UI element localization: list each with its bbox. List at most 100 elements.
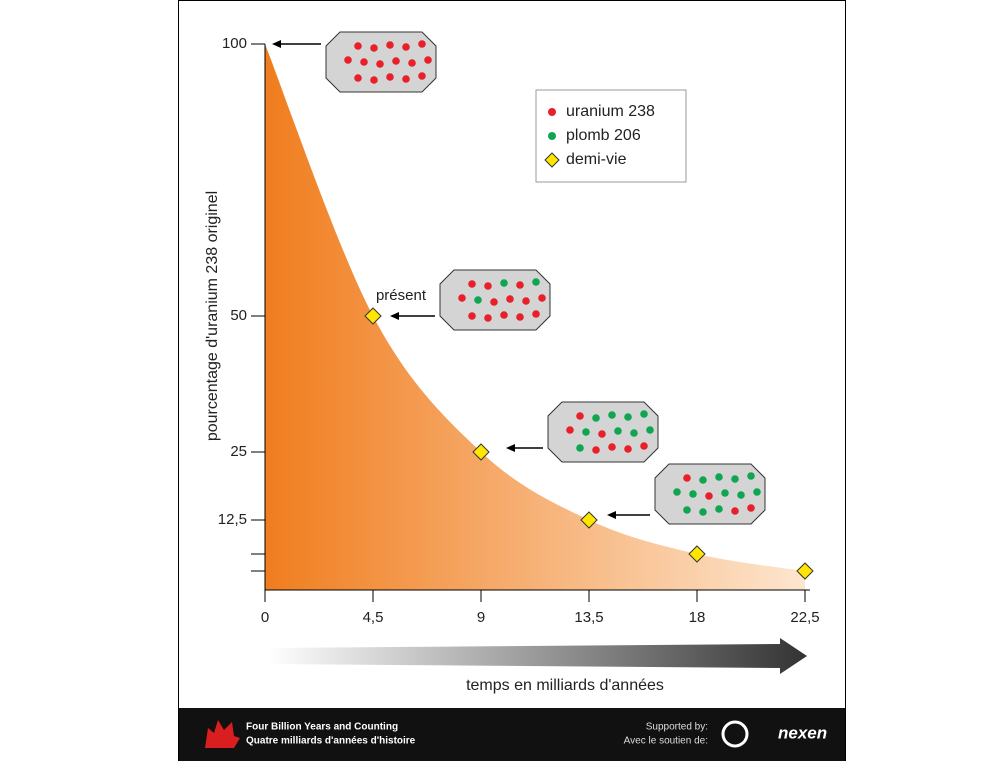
x-tick-label: 9 (477, 609, 485, 626)
atom (532, 310, 540, 318)
atom (705, 492, 713, 500)
atom (747, 472, 755, 480)
y-axis-label: pourcentage d'uranium 238 originel (204, 191, 221, 441)
atom (484, 314, 492, 322)
x-tick-label: 0 (261, 609, 269, 626)
atom (344, 56, 352, 64)
footer (179, 708, 845, 761)
atom (715, 505, 723, 513)
time-arrow (268, 638, 807, 674)
atom (576, 412, 584, 420)
atom (614, 427, 622, 435)
footer-subtitle: Quatre milliards d'années d'histoire (246, 736, 416, 747)
atom (516, 281, 524, 289)
area (265, 44, 805, 590)
x-tick-label: 13,5 (574, 609, 603, 626)
atom (721, 489, 729, 497)
legend-label: demi-vie (566, 151, 627, 168)
atom (468, 280, 476, 288)
atom (689, 490, 697, 498)
legend-box (535, 89, 687, 183)
atom (731, 507, 739, 515)
atom (630, 429, 638, 437)
atom (402, 75, 410, 83)
atom (673, 488, 681, 496)
atom (516, 313, 524, 321)
atom (747, 504, 755, 512)
x-tick-label: 18 (689, 609, 706, 626)
pointer-head (506, 444, 515, 452)
atom (522, 297, 530, 305)
atom (683, 474, 691, 482)
x-tick-label: 4,5 (363, 609, 384, 626)
atom (500, 279, 508, 287)
half-life-marker (472, 443, 490, 461)
atom (458, 294, 466, 302)
atom (418, 40, 426, 48)
pointer-head (272, 40, 281, 48)
atom (699, 476, 707, 484)
atom (715, 473, 723, 481)
atom (737, 491, 745, 499)
supported: Supported by: (646, 722, 708, 733)
annotation: présent (376, 287, 427, 304)
atom (360, 58, 368, 66)
atom (538, 294, 546, 302)
atom (490, 298, 498, 306)
atom (392, 57, 400, 65)
x-axis-label: temps en milliards d'années (466, 677, 664, 694)
atom (608, 411, 616, 419)
sponsor: nexen (778, 723, 827, 742)
y-tick-label: 12,5 (218, 511, 247, 528)
atom (484, 282, 492, 290)
atom (598, 430, 606, 438)
atom (408, 59, 416, 67)
y-tick-label: 50 (230, 307, 247, 324)
half-life-marker (688, 545, 706, 563)
atom (566, 426, 574, 434)
atom (731, 475, 739, 483)
atom (582, 428, 590, 436)
legend-marker (548, 108, 556, 116)
atom (354, 42, 362, 50)
atom (474, 296, 482, 304)
legend-marker (548, 132, 556, 140)
legend-label: uranium 238 (566, 103, 655, 120)
half-life-marker (364, 307, 382, 325)
atom (576, 444, 584, 452)
atom (354, 74, 362, 82)
atom (608, 443, 616, 451)
half-life-marker (580, 511, 598, 529)
pointer-head (390, 312, 399, 320)
atom (640, 442, 648, 450)
soutien: Avec le soutien de: (624, 736, 708, 747)
atom (624, 445, 632, 453)
atom (370, 44, 378, 52)
atom (506, 295, 514, 303)
atom (424, 56, 432, 64)
legend-marker (544, 152, 560, 168)
atom (592, 446, 600, 454)
atom (532, 278, 540, 286)
sponsor-logo (721, 720, 749, 748)
atom (386, 41, 394, 49)
atom (376, 60, 384, 68)
atom (370, 76, 378, 84)
atom (753, 488, 761, 496)
x-tick-label: 22,5 (790, 609, 819, 626)
atom (640, 410, 648, 418)
atom (699, 508, 707, 516)
y-tick-label: 100 (222, 35, 247, 52)
atom (468, 312, 476, 320)
pointer-head (607, 511, 616, 519)
atom (402, 43, 410, 51)
legend-label: plomb 206 (566, 127, 641, 144)
atom (624, 413, 632, 421)
logo (205, 720, 240, 748)
y-tick-label: 25 (230, 443, 247, 460)
atom (683, 506, 691, 514)
atom (418, 72, 426, 80)
footer-title: Four Billion Years and Counting (246, 722, 398, 733)
